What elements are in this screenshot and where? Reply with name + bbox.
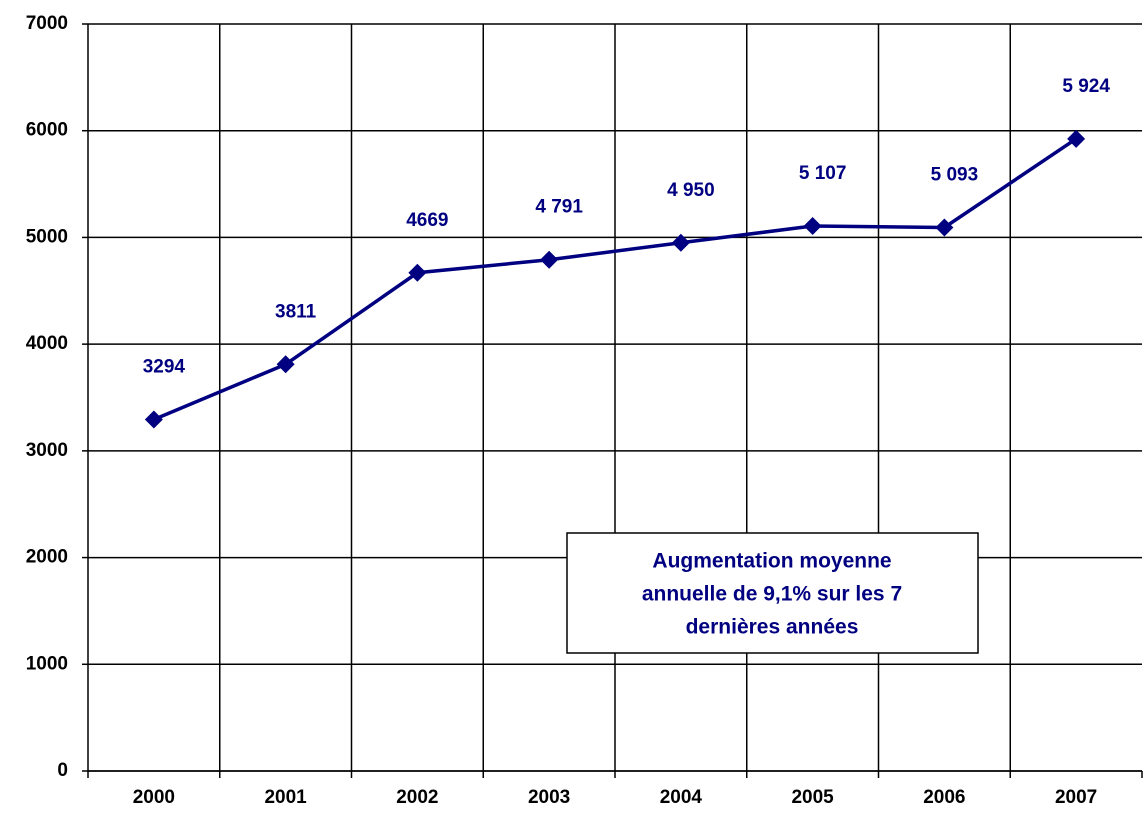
y-tick-label: 6000 — [26, 120, 68, 141]
x-tick-label: 2005 — [791, 787, 834, 808]
marker — [408, 263, 427, 282]
x-tick-label: 2003 — [528, 787, 570, 808]
y-tick-label: 4000 — [26, 333, 68, 354]
y-tick-label: 1000 — [26, 653, 68, 674]
y-tick-label: 0 — [57, 760, 68, 781]
y-tick-label: 3000 — [26, 440, 68, 461]
annotation-text: Augmentation moyenne — [652, 550, 891, 573]
y-tick-label: 5000 — [26, 226, 68, 247]
marker — [803, 217, 822, 236]
marker — [1067, 129, 1086, 148]
data-label: 4 950 — [667, 180, 715, 201]
line — [153, 137, 1078, 422]
data-label: 5 107 — [799, 163, 847, 184]
annotation-box — [566, 532, 979, 654]
data-label: 5 093 — [931, 165, 979, 186]
marker — [276, 355, 295, 374]
data-label: 4669 — [406, 210, 448, 231]
data-label: 3811 — [275, 301, 317, 322]
data-label: 5 924 — [1062, 76, 1110, 97]
x-tick-label: 2006 — [923, 787, 965, 808]
annotation-text: annuelle de 9,1% sur les 7 — [642, 583, 902, 606]
marker — [935, 218, 954, 237]
marker — [144, 410, 163, 429]
annotation-text: dernières années — [686, 616, 859, 639]
data-label: 4 791 — [535, 197, 583, 218]
y-tick-label: 7000 — [26, 13, 68, 34]
data-label: 3294 — [143, 356, 186, 377]
marker — [540, 250, 559, 269]
x-tick-label: 2004 — [660, 787, 703, 808]
x-tick-label: 2000 — [133, 787, 175, 808]
x-tick-label: 2001 — [264, 787, 307, 808]
x-tick-label: 2007 — [1055, 787, 1097, 808]
marker — [671, 233, 690, 252]
x-tick-label: 2002 — [396, 787, 438, 808]
y-tick-label: 2000 — [26, 547, 68, 568]
